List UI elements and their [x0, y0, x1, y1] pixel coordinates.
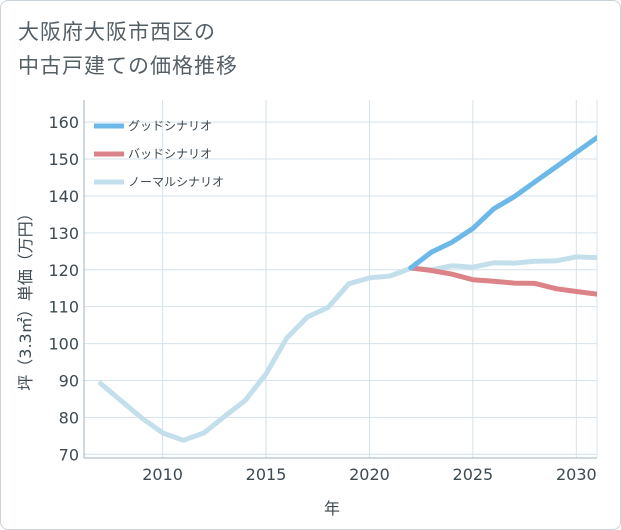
chart-title-line-1: 大阪府大阪市西区の	[18, 20, 216, 44]
x-tick-label-2015: 2015	[246, 465, 287, 484]
x-tick-label-2030: 2030	[556, 465, 597, 484]
y-tick-label-150: 150	[48, 150, 79, 169]
series-line-normal	[98, 254, 597, 443]
y-tick-label-90: 90	[59, 371, 79, 390]
series-lines	[98, 135, 597, 443]
legend-label-good: グッドシナリオ	[128, 119, 212, 133]
x-tick-label-2010: 2010	[142, 465, 183, 484]
chart-title-line-2: 中古戸建ての価格推移	[18, 54, 238, 78]
legend-label-normal: ノーマルシナリオ	[128, 175, 224, 189]
chart-title: 大阪府大阪市西区の 中古戸建ての価格推移	[18, 15, 238, 83]
y-tick-label-110: 110	[48, 298, 79, 317]
y-tick-label-130: 130	[48, 224, 79, 243]
y-tick-label-100: 100	[48, 335, 79, 354]
x-tick-label-2020: 2020	[349, 465, 390, 484]
x-axis-label: 年	[324, 499, 340, 518]
tick-labels: 2010 2015 2020 2025 2030 70 80 90 100 110 120 130 14…	[48, 113, 596, 484]
y-tick-label-70: 70	[59, 445, 79, 464]
y-tick-label-160: 160	[48, 113, 79, 132]
y-axis-label: 坪（3.3㎡）単価（万円）	[16, 205, 35, 390]
y-tick-label-120: 120	[48, 261, 79, 280]
legend-label-bad: バッドシナリオ	[128, 147, 212, 161]
series-line-good	[408, 135, 597, 271]
series-line-bad	[408, 265, 597, 297]
y-tick-label-80: 80	[59, 408, 79, 427]
axes	[83, 100, 598, 459]
y-tick-label-140: 140	[48, 187, 79, 206]
x-tick-label-2025: 2025	[453, 465, 494, 484]
